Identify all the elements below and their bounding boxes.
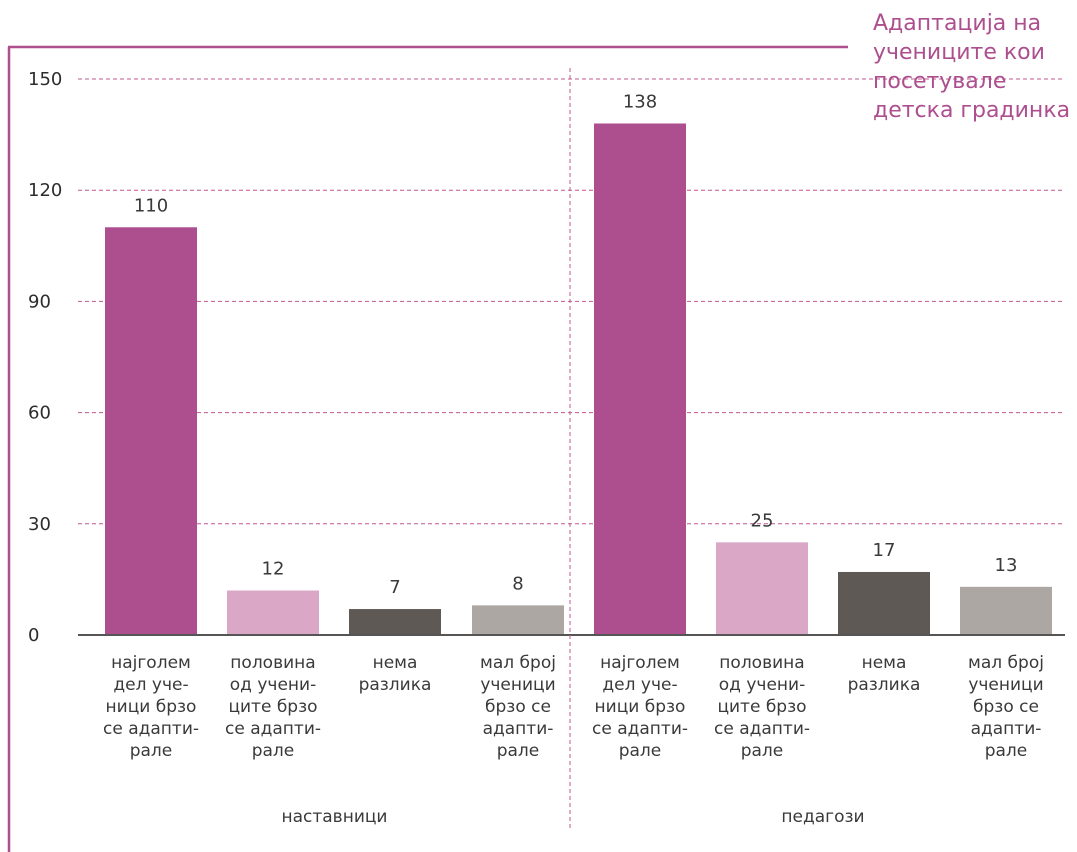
bar — [227, 590, 319, 635]
value-label: 25 — [751, 510, 774, 531]
value-label: 17 — [873, 540, 896, 561]
value-label: 13 — [995, 555, 1018, 576]
category-label-line: разлика — [359, 675, 432, 695]
category-label: најголем дел уче-ници брзо се адапти-рале — [103, 653, 199, 761]
category-label-line: половина — [719, 653, 804, 673]
category-label-line: ученици — [968, 675, 1043, 695]
y-tick-label: 60 — [28, 403, 51, 424]
group-label: наставници — [281, 807, 387, 827]
y-tick-label: 120 — [28, 180, 62, 201]
x-axis — [78, 68, 1065, 828]
chart-title-line: детска градинка — [873, 98, 1070, 123]
bar — [960, 586, 1052, 635]
category-label-line: дел уче- — [113, 675, 188, 695]
bar — [838, 571, 930, 635]
chart-title-line: учениците кои — [873, 40, 1045, 65]
chart-frame — [7, 45, 848, 852]
category-label-line: од учени- — [719, 675, 805, 695]
category-label-line: адапти- — [483, 719, 554, 739]
value-label: 138 — [623, 91, 657, 112]
category-label-line: рале — [985, 741, 1028, 761]
chart-title-text: Адаптација на учениците кои посетувале детс… — [873, 11, 1070, 123]
category-label-line: адапти- — [971, 719, 1042, 739]
category-label-line: брзо се — [973, 697, 1039, 717]
category-label: најголем дел уче-ници брзо се адапти-рале — [592, 653, 688, 761]
category-label-line: рале — [619, 741, 662, 761]
y-tick-label: 0 — [28, 625, 39, 646]
y-tick-label: 90 — [28, 291, 51, 312]
category-label: нема разлика — [848, 653, 921, 695]
category-label-line: рале — [497, 741, 540, 761]
category-label-line: се адапти- — [225, 719, 321, 739]
value-label: 110 — [134, 195, 168, 216]
value-labels: 110 12 7 8 138 25 17 13 — [134, 91, 1018, 598]
category-label-line: рале — [130, 741, 173, 761]
category-label-line: нема — [373, 653, 418, 673]
category-label-line: најголем — [600, 653, 680, 673]
category-label-line: брзо се — [485, 697, 551, 717]
category-label-line: ците брзо — [228, 697, 317, 717]
category-label-line: ците брзо — [717, 697, 806, 717]
gridlines — [78, 78, 1065, 525]
category-label-line: нема — [862, 653, 907, 673]
category-label-line: рале — [252, 741, 295, 761]
bar — [105, 227, 197, 635]
bar — [472, 605, 564, 635]
category-label-line: најголем — [111, 653, 191, 673]
bar — [349, 609, 441, 635]
group-labels: наставници педагози — [281, 807, 864, 827]
group-label: педагози — [781, 807, 864, 827]
category-label-line: мал број — [480, 653, 556, 673]
bars — [105, 123, 1052, 635]
category-label-line: од учени- — [230, 675, 316, 695]
y-axis-ticks: 0 30 60 90 120 150 — [28, 69, 62, 646]
category-label-line: се адапти- — [592, 719, 688, 739]
value-label: 12 — [262, 559, 285, 580]
category-label: мал број ученици брзо се адапти-рале — [968, 653, 1044, 761]
category-label-line: мал број — [968, 653, 1044, 673]
chart-title: Адаптација на учениците кои посетувале детс… — [873, 11, 1070, 123]
category-label-line: разлика — [848, 675, 921, 695]
bar — [716, 542, 808, 635]
category-label: половина од учени-ците брзо се адапти-рале — [714, 653, 810, 761]
y-tick-label: 150 — [28, 69, 62, 90]
category-label-line: ученици — [480, 675, 555, 695]
bar — [594, 123, 686, 635]
category-label: половина од учени-ците брзо се адапти-рале — [225, 653, 321, 761]
category-label-line: половина — [230, 653, 315, 673]
y-tick-label: 30 — [28, 514, 51, 535]
category-label-line: ници брзо — [595, 697, 686, 717]
category-labels: најголем дел уче-ници брзо се адапти-ралеп… — [103, 653, 1044, 761]
category-label-line: рале — [741, 741, 784, 761]
chart-title-line: Адаптација на — [873, 11, 1041, 36]
category-label: мал број ученици брзо се адапти-рале — [480, 653, 556, 761]
value-label: 7 — [389, 577, 400, 598]
category-label: нема разлика — [359, 653, 432, 695]
category-label-line: се адапти- — [714, 719, 810, 739]
value-label: 8 — [512, 573, 523, 594]
category-label-line: ници брзо — [106, 697, 197, 717]
category-label-line: дел уче- — [602, 675, 677, 695]
chart-title-line: посетувале — [873, 69, 1006, 94]
category-label-line: се адапти- — [103, 719, 199, 739]
